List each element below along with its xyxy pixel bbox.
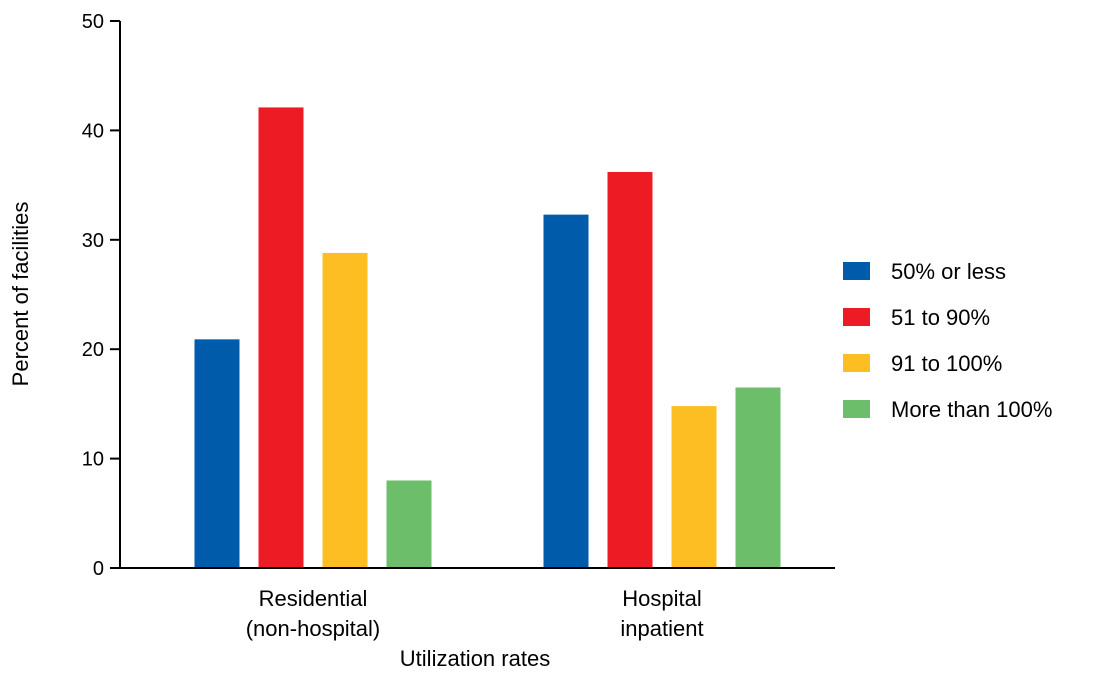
y-axis-title: Percent of facilities <box>8 202 33 387</box>
legend-swatch <box>843 308 870 326</box>
bars-group <box>194 107 781 569</box>
y-tick-label: 50 <box>82 11 104 33</box>
legend: 50% or less 51 to 90% 91 to 100% More than … <box>843 259 1052 422</box>
bar-51-to-90-2 <box>607 171 653 569</box>
y-tick-label: 10 <box>82 449 104 471</box>
x-category-label: Hospital <box>622 586 701 611</box>
bar-91-to-100-2 <box>671 406 717 568</box>
x-category-label: Residential <box>259 586 368 611</box>
legend-label: More than 100% <box>891 397 1052 422</box>
y-tick-label: 0 <box>93 558 104 580</box>
x-axis-title: Utilization rates <box>400 646 550 671</box>
bar-91-to-100-1 <box>322 252 368 569</box>
bar-more-than-100-1 <box>386 480 432 568</box>
x-axis-category-labels: Residential (non-hospital) Hospital inpatie… <box>246 586 704 641</box>
bar-51-to-90-1 <box>258 107 304 569</box>
legend-label: 91 to 100% <box>891 351 1002 376</box>
bar-50-or-less-1 <box>194 339 240 568</box>
y-axis-ticks: 0 10 20 30 40 50 <box>82 11 120 580</box>
legend-swatch <box>843 262 870 280</box>
bar-50-or-less-2 <box>543 214 589 568</box>
x-category-label: (non-hospital) <box>246 616 381 641</box>
x-category-label: inpatient <box>620 616 703 641</box>
legend-swatch <box>843 354 870 372</box>
legend-label: 50% or less <box>891 259 1006 284</box>
legend-swatch <box>843 400 870 418</box>
bar-more-than-100-2 <box>735 387 781 568</box>
legend-label: 51 to 90% <box>891 305 990 330</box>
y-tick-label: 20 <box>82 339 104 361</box>
y-tick-label: 40 <box>82 120 104 142</box>
y-tick-label: 30 <box>82 230 104 252</box>
